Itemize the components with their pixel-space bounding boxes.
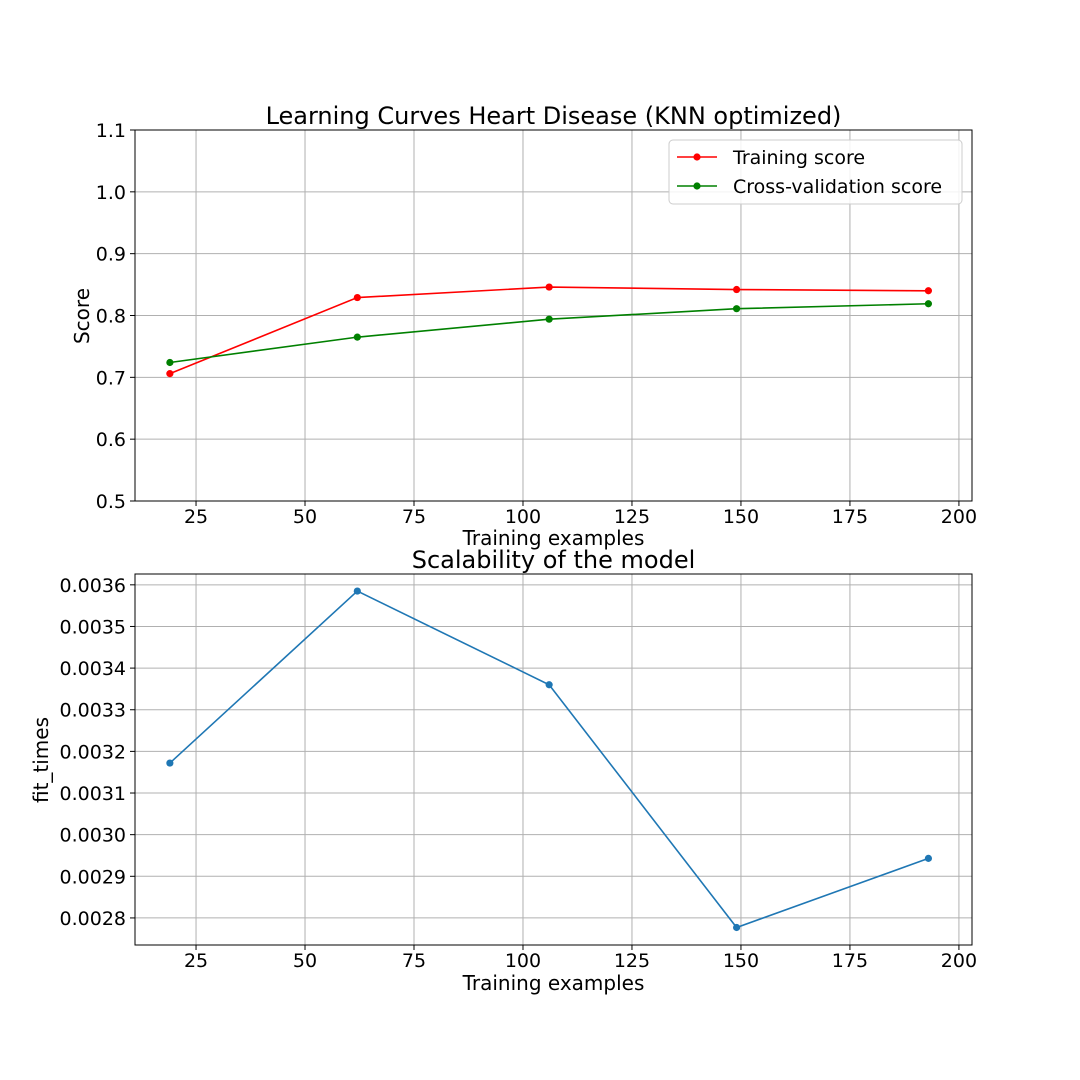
- data-point: [166, 759, 174, 767]
- x-tick-label: 175: [832, 506, 868, 528]
- x-tick-label: 175: [832, 950, 868, 972]
- y-tick-label: 0.0028: [60, 908, 126, 930]
- chart-title: Learning Curves Heart Disease (KNN optim…: [266, 102, 842, 130]
- y-tick-label: 0.6: [96, 429, 126, 451]
- x-tick-label: 125: [614, 950, 650, 972]
- x-tick-label: 125: [614, 506, 650, 528]
- y-tick-label: 0.9: [96, 244, 126, 266]
- data-point: [545, 315, 553, 323]
- y-tick-label: 0.0030: [60, 825, 126, 847]
- data-point: [353, 333, 361, 341]
- chart-title: Scalability of the model: [412, 546, 696, 574]
- y-axis-label: fit_times: [29, 717, 53, 803]
- x-tick-label: 25: [184, 950, 208, 972]
- x-tick-label: 150: [723, 950, 759, 972]
- x-tick-label: 25: [184, 506, 208, 528]
- x-tick-label: 100: [505, 506, 541, 528]
- legend: Training score Cross-validation score: [668, 139, 963, 205]
- y-tick-label: 0.7: [96, 367, 126, 389]
- y-tick-label: 0.0034: [60, 658, 126, 680]
- series-0: [166, 587, 933, 932]
- legend-label: Training score: [732, 147, 865, 169]
- x-axis-label: Training examples: [462, 971, 645, 995]
- data-point: [545, 681, 553, 689]
- x-tick-label: 200: [941, 506, 977, 528]
- x-tick-label: 75: [402, 950, 426, 972]
- series-0: [166, 283, 933, 378]
- data-point: [732, 305, 741, 313]
- learning-curves-chart: Learning Curves Heart Disease (KNN optim…: [70, 102, 977, 550]
- y-tick-label: 0.0035: [60, 616, 126, 638]
- y-tick-label: 0.5: [96, 491, 126, 513]
- y-tick-label: 0.0032: [60, 741, 126, 763]
- data-point: [732, 285, 741, 294]
- y-tick-label: 1.1: [96, 120, 126, 142]
- data-point: [353, 293, 361, 302]
- y-tick-label: 0.0031: [60, 783, 126, 805]
- legend-marker: [693, 153, 701, 161]
- x-tick-label: 75: [402, 506, 426, 528]
- data-point: [924, 854, 933, 862]
- y-tick-label: 1.0: [96, 182, 126, 204]
- data-point: [732, 923, 741, 932]
- x-axis-label: Training examples: [462, 526, 645, 550]
- legend-box: [668, 139, 963, 205]
- legend-marker: [693, 182, 701, 190]
- x-tick-label: 100: [505, 950, 541, 972]
- x-tick-label: 200: [941, 950, 977, 972]
- axes-frame: [134, 573, 973, 946]
- grid: [135, 574, 972, 945]
- data-point: [545, 283, 553, 291]
- data-point: [924, 300, 933, 308]
- y-tick-label: 0.0033: [60, 700, 126, 722]
- axes-frame: [134, 129, 973, 502]
- y-tick-label: 0.8: [96, 306, 126, 328]
- y-tick-label: 0.0029: [60, 866, 126, 888]
- data-point: [353, 587, 361, 595]
- x-tick-label: 50: [293, 506, 317, 528]
- y-tick-label: 0.0036: [60, 575, 126, 597]
- data-point: [166, 370, 174, 378]
- data-point: [166, 358, 174, 367]
- x-tick-label: 50: [293, 950, 317, 972]
- scalability-chart: Scalability of the model Training exampl…: [29, 546, 977, 995]
- legend-label: Cross-validation score: [733, 176, 942, 198]
- series-1: [166, 300, 933, 367]
- y-axis-label: Score: [70, 288, 94, 344]
- data-point: [924, 287, 933, 295]
- x-tick-label: 150: [723, 506, 759, 528]
